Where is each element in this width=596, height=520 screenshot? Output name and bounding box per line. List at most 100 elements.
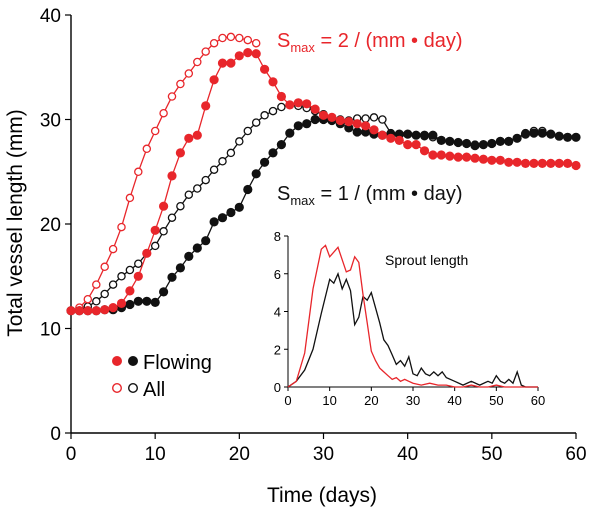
data-point: [445, 136, 455, 146]
data-point: [260, 157, 270, 167]
data-point: [116, 298, 127, 308]
data-point: [184, 133, 194, 143]
inset-x-tick-label: 50: [489, 393, 503, 408]
data-point: [260, 64, 270, 74]
legend-all-red-marker: [111, 383, 122, 394]
data-point: [394, 135, 404, 145]
inset-series: [287, 244, 538, 388]
data-point: [504, 157, 514, 167]
data-point: [411, 130, 421, 140]
data-point: [125, 265, 135, 275]
x-tick-label: 50: [481, 444, 502, 465]
legend-flowing-red-marker: [112, 356, 122, 366]
inset-x-tick-label: 60: [531, 393, 545, 408]
data-point: [520, 158, 531, 168]
data-point: [436, 150, 446, 160]
data-point: [554, 131, 564, 141]
data-point: [554, 158, 564, 168]
data-point: [159, 108, 168, 118]
x-tick-label: 30: [313, 444, 334, 465]
data-point: [167, 213, 177, 222]
data-point: [66, 306, 76, 316]
data-point: [453, 137, 463, 148]
data-point: [268, 77, 278, 87]
data-point: [193, 57, 202, 67]
x-axis-label: Time (days): [267, 484, 377, 507]
data-point: [159, 201, 169, 211]
data-point: [512, 157, 522, 167]
data-point: [487, 138, 497, 149]
inset-y-tick-label: 6: [274, 267, 281, 282]
data-point: [235, 137, 244, 146]
data-point: [276, 91, 286, 102]
inset-axes: 0 10 20 30 40 50 60 0 2 4 6 8: [274, 229, 545, 408]
data-point: [243, 184, 253, 195]
data-point: [386, 133, 396, 143]
data-point: [217, 213, 228, 223]
data-point: [251, 118, 261, 127]
x-tick-label: 10: [145, 444, 166, 465]
data-point: [150, 241, 160, 251]
data-point: [251, 38, 261, 48]
inset-chart: 0 10 20 30 40 50 60 0 2 4 6 8 Sprout length: [274, 229, 545, 408]
x-tick-label: 40: [397, 444, 418, 465]
data-point: [201, 47, 210, 56]
data-point: [91, 306, 101, 316]
data-point: [176, 201, 185, 211]
data-point: [159, 287, 169, 297]
data-point: [378, 115, 387, 124]
data-point: [563, 132, 573, 142]
data-point: [462, 152, 472, 162]
data-point: [529, 128, 539, 138]
data-point: [100, 262, 109, 272]
data-point: [234, 202, 244, 212]
inset-y-tick-label: 2: [274, 342, 281, 357]
data-point: [436, 135, 446, 145]
x-tick-label: 60: [565, 444, 586, 465]
data-point: [428, 130, 438, 140]
data-point: [125, 286, 135, 296]
data-point: [285, 100, 295, 110]
inset-x-tick-label: 10: [322, 393, 336, 408]
inset-x-tick-label: 40: [447, 393, 461, 408]
data-point: [184, 190, 194, 199]
data-point: [92, 297, 101, 306]
data-point: [125, 193, 135, 203]
data-point: [167, 272, 177, 282]
data-point: [546, 129, 556, 139]
data-point: [133, 271, 143, 281]
data-point: [150, 297, 160, 307]
y-tick-label: 30: [40, 111, 61, 132]
data-point: [235, 33, 244, 43]
data-point: [352, 127, 362, 137]
data-point: [462, 138, 472, 149]
data-point: [167, 171, 177, 181]
data-point: [495, 136, 505, 146]
data-point: [411, 140, 421, 150]
main-series: [66, 32, 581, 316]
inset-series-sprout-black: [287, 271, 538, 388]
data-point: [133, 296, 143, 306]
data-point: [92, 280, 101, 289]
data-point: [201, 236, 211, 246]
data-point: [361, 121, 371, 131]
series-black-flowing: [66, 114, 581, 316]
data-point: [134, 167, 143, 177]
data-point: [310, 104, 320, 114]
data-point: [546, 158, 556, 168]
data-point: [361, 114, 370, 123]
data-point: [487, 155, 497, 165]
data-point: [428, 150, 438, 160]
annotation-smax-2: Smax = 2 / (mm • day): [277, 30, 463, 55]
y-axis-label: Total vessel length (mm): [4, 109, 27, 337]
inset-title: Sprout length: [385, 252, 468, 268]
x-tick-label: 0: [66, 444, 77, 465]
data-point: [260, 111, 269, 120]
data-point: [344, 123, 354, 133]
data-point: [537, 128, 547, 138]
data-point: [184, 251, 194, 261]
data-point: [83, 294, 93, 304]
data-point: [268, 106, 278, 116]
annotation-smax-1: Smax = 1 / (mm • day): [277, 183, 463, 208]
